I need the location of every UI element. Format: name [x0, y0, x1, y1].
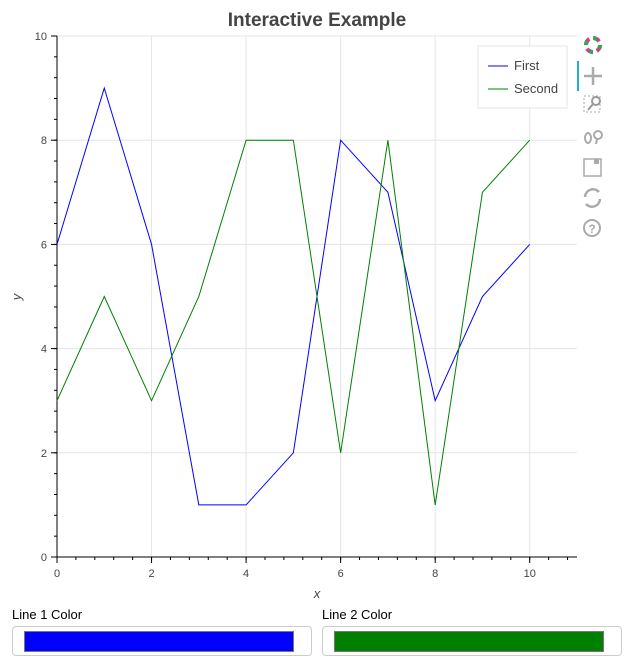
help-icon[interactable]: ?: [583, 219, 601, 237]
y-tick-label: 4: [41, 344, 47, 356]
bokeh-logo-icon[interactable]: [584, 36, 602, 54]
x-tick-label: 6: [338, 568, 344, 580]
x-tick-label: 0: [54, 568, 60, 580]
legend-label-second: Second: [514, 81, 558, 96]
y-tick-label: 10: [35, 31, 47, 43]
x-tick-label: 8: [432, 568, 438, 580]
line2-color-label: Line 2 Color: [322, 607, 393, 622]
x-axis-label: x: [313, 586, 321, 600]
svg-text:?: ?: [588, 222, 595, 236]
legend-label-first: First: [514, 58, 540, 73]
wheel-zoom-icon[interactable]: [584, 130, 603, 145]
y-tick-label: 6: [41, 239, 47, 251]
series-line-second: [56, 139, 531, 505]
line2-color-picker[interactable]: [322, 626, 622, 656]
x-tick-label: 4: [243, 568, 249, 580]
reset-icon[interactable]: [583, 188, 602, 208]
series-line-first: [56, 86, 531, 506]
chart-title: Interactive Example: [228, 10, 406, 31]
line1-color-label: Line 1 Color: [12, 607, 83, 622]
line2-color-swatch[interactable]: [334, 631, 604, 652]
save-icon[interactable]: [583, 158, 602, 177]
line1-color-picker[interactable]: [12, 626, 312, 656]
pan-icon[interactable]: [584, 67, 602, 85]
chart[interactable]: Interactive Example 0 2 4 6 8 10 0 2 4 6 8 10 x y F…: [0, 0, 642, 600]
y-axis-label: y: [9, 292, 24, 301]
legend: First Second: [477, 45, 568, 109]
y-tick-label: 2: [41, 448, 47, 460]
x-tick-label: 10: [524, 568, 536, 580]
toolbar: ?: [577, 36, 603, 237]
line1-color-swatch[interactable]: [24, 631, 294, 652]
y-tick-label: 8: [41, 135, 47, 147]
y-tick-label: 0: [41, 552, 47, 564]
x-tick-label: 2: [148, 568, 154, 580]
box-zoom-icon[interactable]: [583, 95, 601, 113]
